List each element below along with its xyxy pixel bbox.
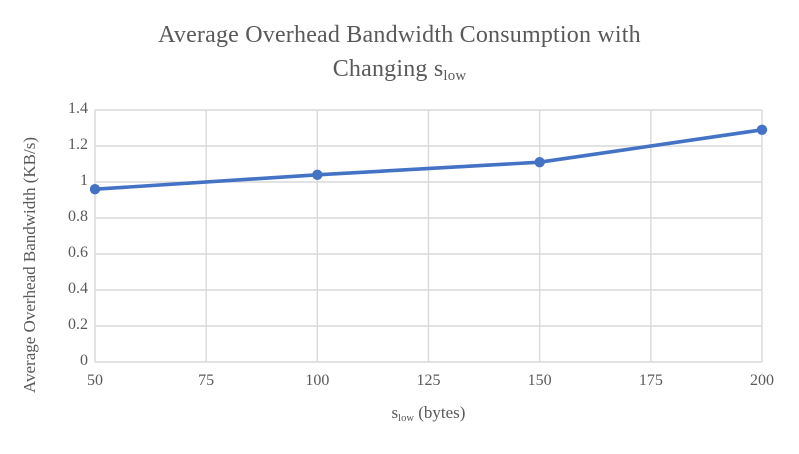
x-tick-label: 100 bbox=[305, 372, 330, 389]
x-axis-title: slow (bytes) bbox=[391, 403, 466, 424]
y-tick-label: 1 bbox=[80, 172, 88, 189]
x-axis-title-subscript: low bbox=[398, 412, 414, 424]
data-point-marker bbox=[756, 124, 768, 135]
y-tick-label: 0.8 bbox=[68, 208, 88, 225]
data-point-marker bbox=[312, 169, 323, 180]
x-tick-label: 150 bbox=[527, 372, 552, 389]
x-tick-label: 125 bbox=[416, 372, 441, 389]
data-point-marker bbox=[89, 184, 101, 195]
y-tick-label: 0 bbox=[80, 352, 88, 369]
x-tick-label: 50 bbox=[87, 372, 103, 389]
y-tick-label: 0.6 bbox=[68, 244, 88, 261]
chart-title-line1: Average Overhead Bandwidth Consumption w… bbox=[158, 22, 641, 48]
y-tick-label: 1.4 bbox=[68, 100, 88, 117]
data-point-marker bbox=[534, 157, 545, 168]
chart-title-subscript: low bbox=[443, 68, 467, 85]
y-tick-label: 1.2 bbox=[68, 136, 88, 153]
series-line bbox=[93, 128, 764, 191]
y-axis-title: Average Overhead Bandwidth (KB/s) bbox=[20, 136, 39, 394]
x-tick-label: 175 bbox=[638, 372, 663, 389]
y-tick-label: 0.4 bbox=[68, 280, 88, 297]
x-tick-label: 200 bbox=[750, 372, 774, 389]
y-tick-label: 0.2 bbox=[68, 316, 88, 333]
x-tick-label: 75 bbox=[198, 372, 215, 389]
chart-title-line2: Changing slow bbox=[332, 56, 467, 85]
chart-title: Average Overhead Bandwidth Consumption w… bbox=[0, 18, 799, 93]
